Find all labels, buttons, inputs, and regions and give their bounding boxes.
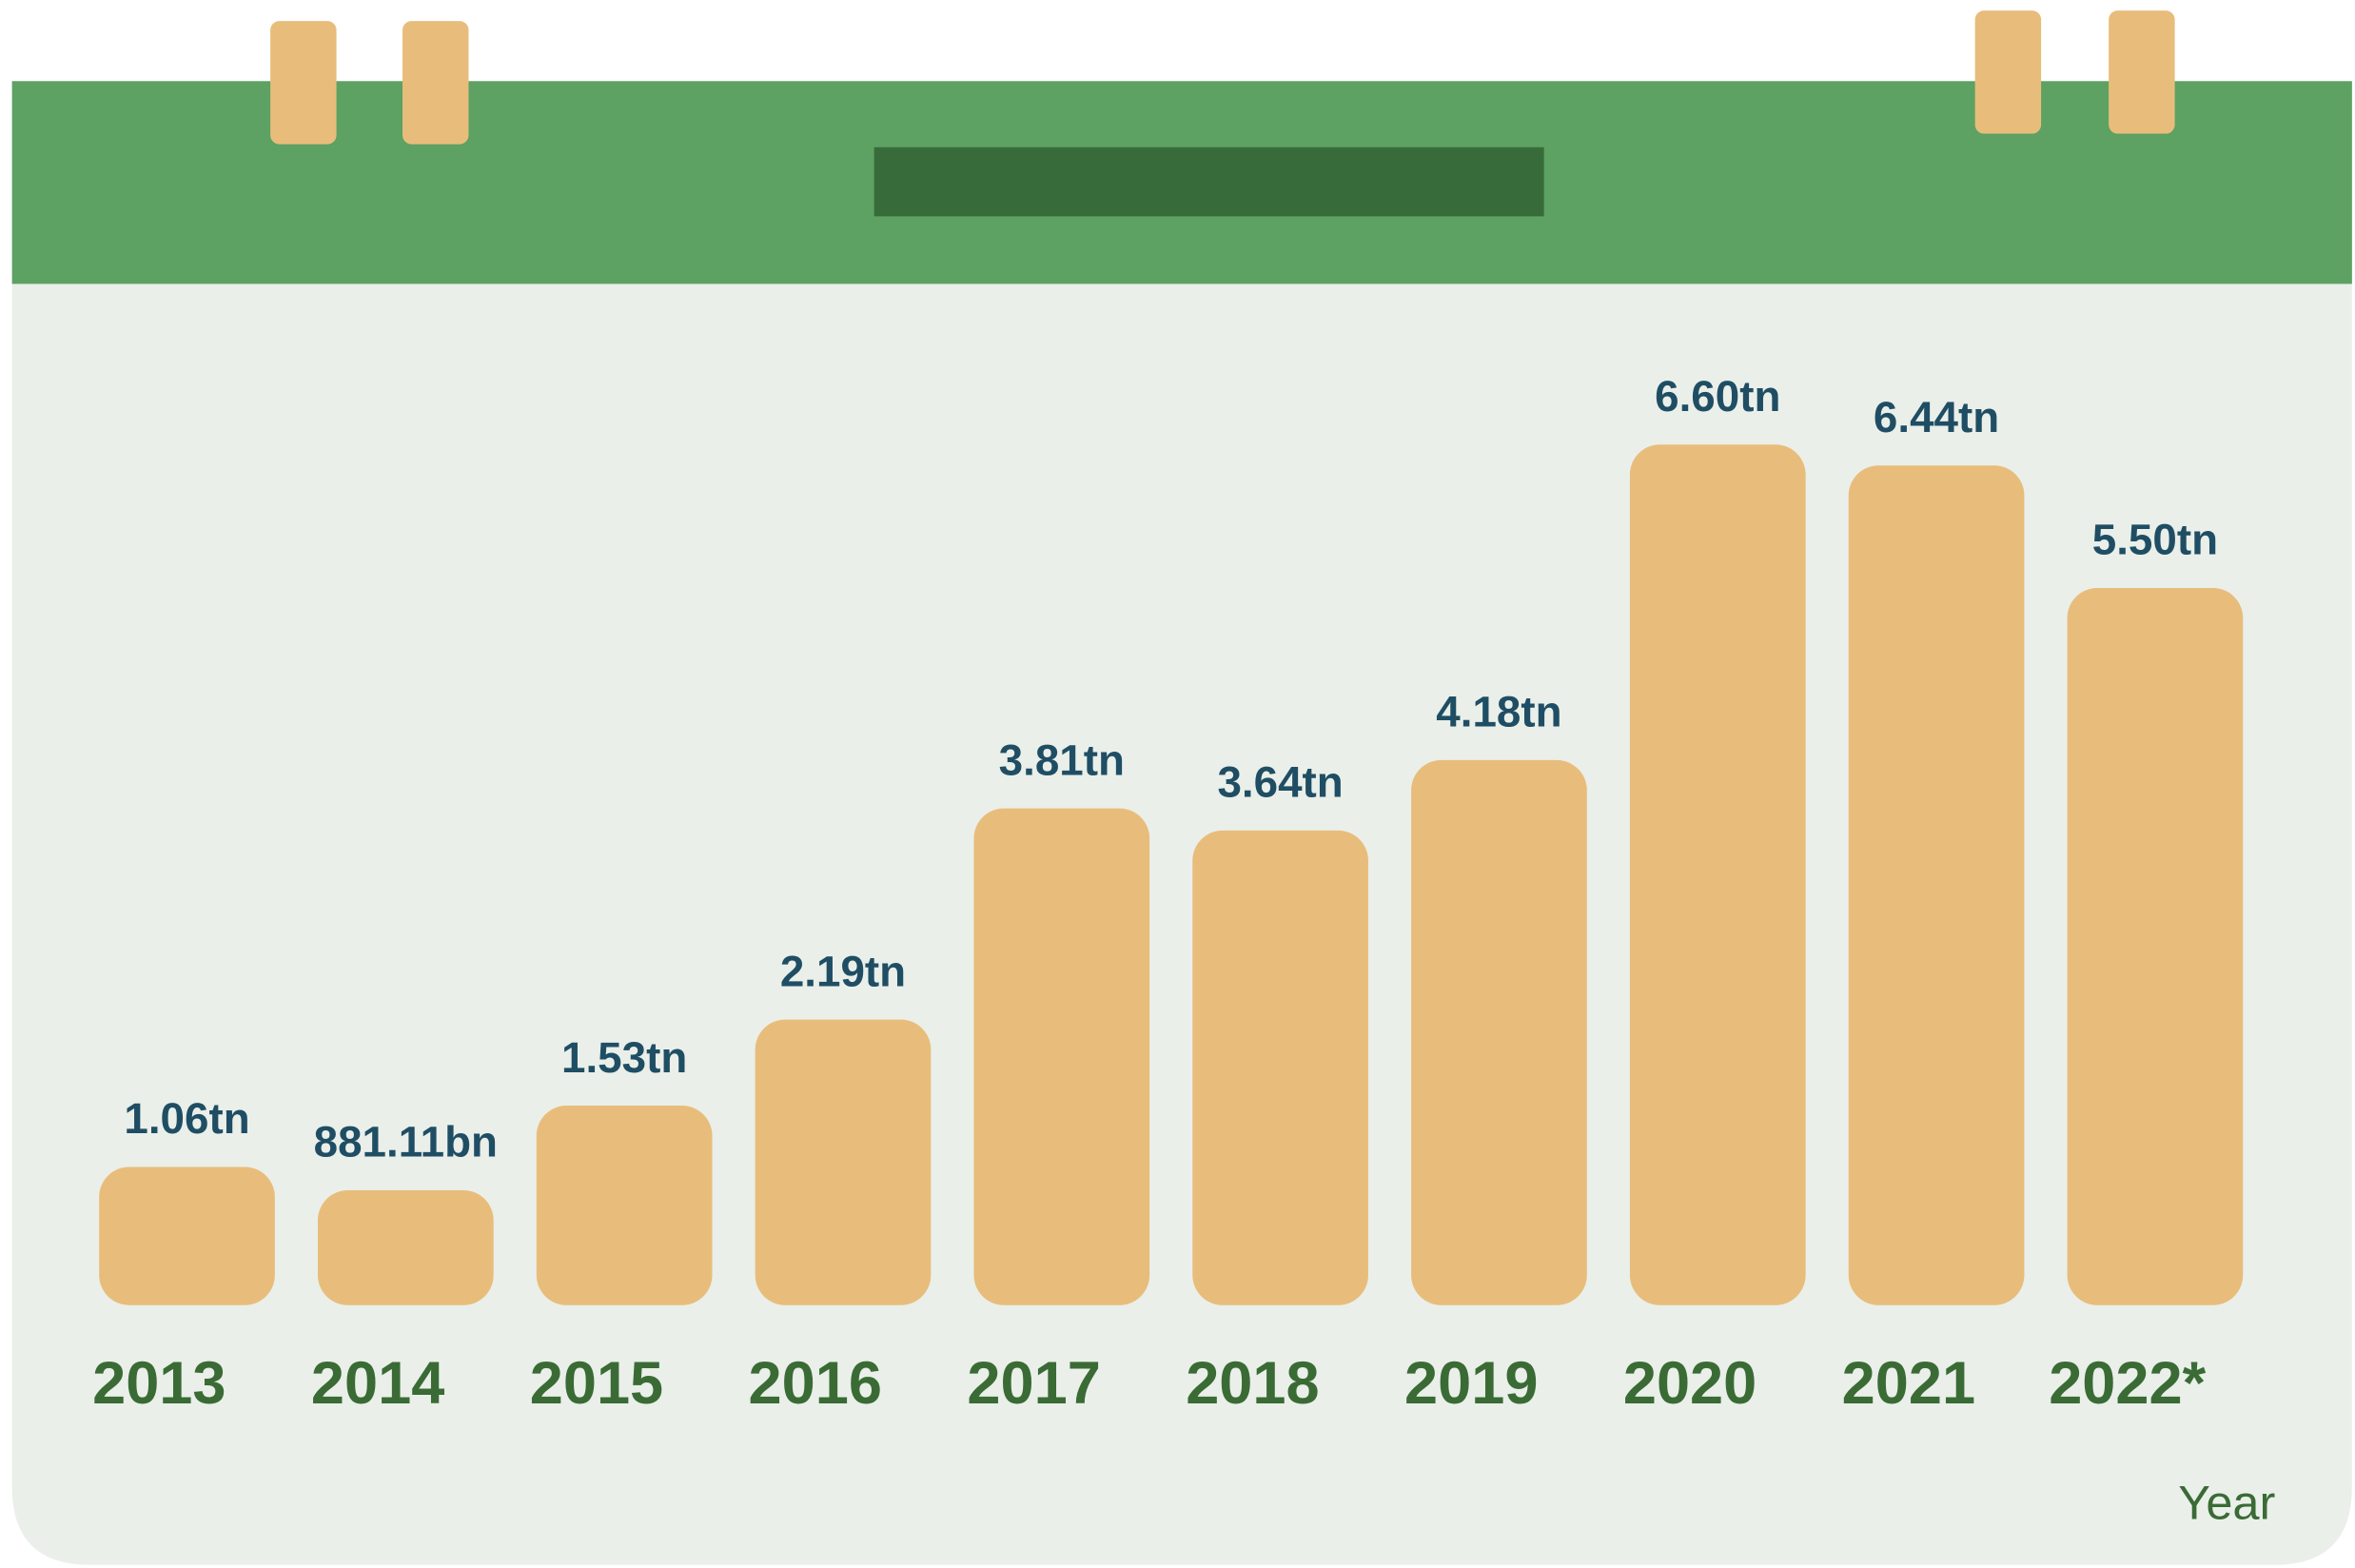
- x-tick-label: 2021: [1842, 1350, 1975, 1417]
- ring: [402, 21, 469, 145]
- x-tick-label: 2013: [92, 1350, 226, 1417]
- bar: [973, 808, 1150, 1305]
- value-label: 3.64tn: [1217, 758, 1343, 807]
- x-tick-label: 2017: [967, 1350, 1100, 1417]
- bar: [1411, 759, 1587, 1305]
- bar: [1848, 465, 2025, 1305]
- value-label: 5.50tn: [2092, 516, 2218, 564]
- bar: [1629, 444, 1806, 1305]
- ring: [1974, 10, 2042, 134]
- ring: [270, 21, 337, 145]
- bar: [536, 1106, 713, 1305]
- x-tick-label: 2020: [1623, 1350, 1756, 1417]
- bar: [2067, 588, 2244, 1305]
- value-label: 4.18tn: [1436, 688, 1561, 736]
- x-tick-label: 2014: [311, 1350, 444, 1417]
- x-tick-label: 2018: [1186, 1350, 1319, 1417]
- value-label: 881.11bn: [314, 1118, 498, 1166]
- x-axis-label: Year: [2178, 1476, 2275, 1530]
- value-label: 2.19tn: [780, 947, 906, 995]
- value-label: 1.06tn: [124, 1094, 249, 1143]
- value-label: 3.81tn: [999, 735, 1125, 784]
- x-tick-label: 2015: [530, 1350, 663, 1417]
- x-tick-label: 2016: [749, 1350, 882, 1417]
- ring: [2109, 10, 2175, 134]
- value-label: 6.44tn: [1874, 393, 1999, 441]
- bar: [755, 1019, 932, 1305]
- bar: [1192, 830, 1368, 1305]
- bar: [317, 1189, 494, 1305]
- x-tick-label: 2022*: [2049, 1350, 2206, 1417]
- value-label: 1.53tn: [561, 1033, 687, 1082]
- x-tick-label: 2019: [1404, 1350, 1538, 1417]
- bar: [99, 1166, 275, 1305]
- value-label: 6.60tn: [1655, 372, 1780, 421]
- title-banner: [873, 147, 1544, 217]
